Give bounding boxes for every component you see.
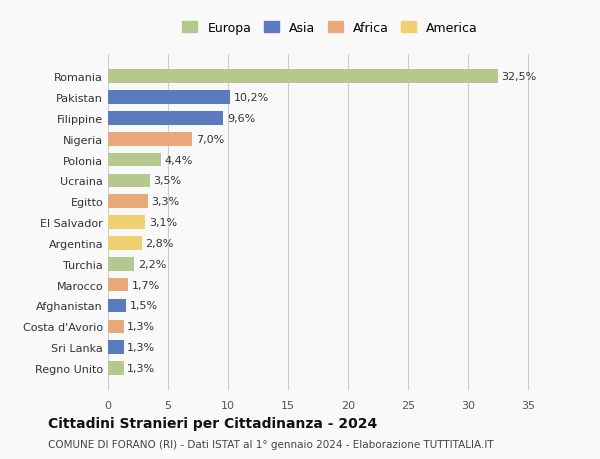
Text: 1,5%: 1,5%	[130, 301, 158, 311]
Text: 2,8%: 2,8%	[145, 238, 173, 248]
Bar	[108, 153, 161, 167]
Text: 1,7%: 1,7%	[132, 280, 160, 290]
Text: 1,3%: 1,3%	[127, 363, 155, 373]
Text: Cittadini Stranieri per Cittadinanza - 2024: Cittadini Stranieri per Cittadinanza - 2…	[48, 416, 377, 430]
Bar	[108, 341, 124, 354]
Text: 10,2%: 10,2%	[234, 93, 269, 103]
Legend: Europa, Asia, Africa, America: Europa, Asia, Africa, America	[179, 18, 481, 38]
Bar	[108, 133, 192, 146]
Bar	[108, 174, 150, 188]
Bar	[108, 195, 148, 208]
Bar	[108, 216, 145, 230]
Bar	[108, 112, 223, 125]
Text: 7,0%: 7,0%	[196, 134, 224, 145]
Text: 32,5%: 32,5%	[502, 72, 537, 82]
Text: 3,1%: 3,1%	[149, 218, 177, 228]
Bar	[108, 91, 230, 105]
Bar	[108, 257, 134, 271]
Text: 1,3%: 1,3%	[127, 322, 155, 331]
Bar	[108, 70, 498, 84]
Bar	[108, 320, 124, 333]
Text: 9,6%: 9,6%	[227, 114, 255, 123]
Text: 3,3%: 3,3%	[151, 197, 179, 207]
Bar	[108, 299, 126, 313]
Text: 1,3%: 1,3%	[127, 342, 155, 353]
Text: 4,4%: 4,4%	[164, 155, 193, 165]
Text: 3,5%: 3,5%	[154, 176, 182, 186]
Text: 2,2%: 2,2%	[138, 259, 166, 269]
Bar	[108, 237, 142, 250]
Bar	[108, 361, 124, 375]
Bar	[108, 278, 128, 292]
Text: COMUNE DI FORANO (RI) - Dati ISTAT al 1° gennaio 2024 - Elaborazione TUTTITALIA.: COMUNE DI FORANO (RI) - Dati ISTAT al 1°…	[48, 440, 494, 449]
